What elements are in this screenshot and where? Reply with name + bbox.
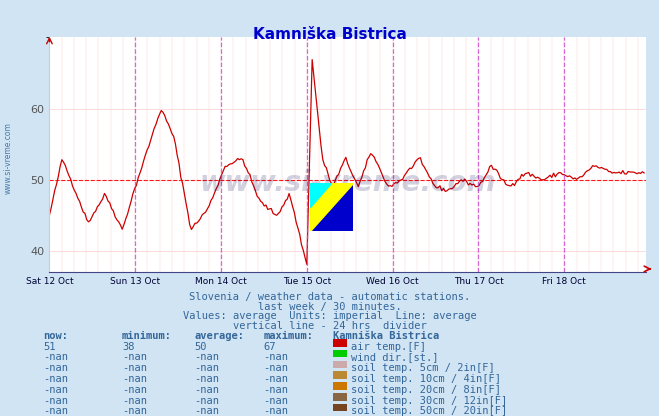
Text: -nan: -nan [43,406,68,416]
Text: -nan: -nan [194,374,219,384]
Text: maximum:: maximum: [264,331,314,341]
Text: -nan: -nan [264,396,289,406]
Text: -nan: -nan [194,385,219,395]
Polygon shape [310,183,331,207]
Text: air temp.[F]: air temp.[F] [351,342,426,352]
Text: Slovenia / weather data - automatic stations.: Slovenia / weather data - automatic stat… [189,292,470,302]
Text: soil temp. 20cm / 8in[F]: soil temp. 20cm / 8in[F] [351,385,501,395]
Text: soil temp. 50cm / 20in[F]: soil temp. 50cm / 20in[F] [351,406,507,416]
Text: -nan: -nan [122,406,147,416]
Text: Wed 16 Oct: Wed 16 Oct [366,277,419,286]
Text: www.si-vreme.com: www.si-vreme.com [200,169,496,197]
Text: -nan: -nan [122,363,147,373]
Text: -nan: -nan [264,352,289,362]
Text: wind dir.[st.]: wind dir.[st.] [351,352,438,362]
Text: 51: 51 [43,342,55,352]
Text: Values: average  Units: imperial  Line: average: Values: average Units: imperial Line: av… [183,311,476,321]
Text: -nan: -nan [122,396,147,406]
Text: 50: 50 [194,342,207,352]
Text: now:: now: [43,331,68,341]
Text: -nan: -nan [194,406,219,416]
Text: vertical line - 24 hrs  divider: vertical line - 24 hrs divider [233,321,426,331]
Text: -nan: -nan [122,352,147,362]
Polygon shape [310,183,353,231]
Text: www.si-vreme.com: www.si-vreme.com [3,122,13,194]
Text: soil temp. 30cm / 12in[F]: soil temp. 30cm / 12in[F] [351,396,507,406]
Text: last week / 30 minutes.: last week / 30 minutes. [258,302,401,312]
Text: minimum:: minimum: [122,331,172,341]
Polygon shape [310,183,353,231]
Text: soil temp. 5cm / 2in[F]: soil temp. 5cm / 2in[F] [351,363,494,373]
Text: Kamniška Bistrica: Kamniška Bistrica [333,331,439,341]
Text: -nan: -nan [122,374,147,384]
Text: -nan: -nan [43,374,68,384]
Text: -nan: -nan [264,385,289,395]
Text: Kamniška Bistrica: Kamniška Bistrica [252,27,407,42]
Text: -nan: -nan [194,352,219,362]
Text: -nan: -nan [43,385,68,395]
Text: -nan: -nan [194,396,219,406]
Text: -nan: -nan [194,363,219,373]
Text: Mon 14 Oct: Mon 14 Oct [195,277,247,286]
Text: -nan: -nan [43,396,68,406]
Text: Fri 18 Oct: Fri 18 Oct [542,277,586,286]
Text: -nan: -nan [264,363,289,373]
Text: -nan: -nan [122,385,147,395]
Text: -nan: -nan [43,363,68,373]
Text: Tue 15 Oct: Tue 15 Oct [283,277,331,286]
Text: 38: 38 [122,342,134,352]
Text: Thu 17 Oct: Thu 17 Oct [453,277,503,286]
Text: -nan: -nan [264,374,289,384]
Text: average:: average: [194,331,244,341]
Text: Sun 13 Oct: Sun 13 Oct [110,277,160,286]
Text: -nan: -nan [264,406,289,416]
Text: Sat 12 Oct: Sat 12 Oct [26,277,73,286]
Text: soil temp. 10cm / 4in[F]: soil temp. 10cm / 4in[F] [351,374,501,384]
Text: 67: 67 [264,342,276,352]
Text: -nan: -nan [43,352,68,362]
